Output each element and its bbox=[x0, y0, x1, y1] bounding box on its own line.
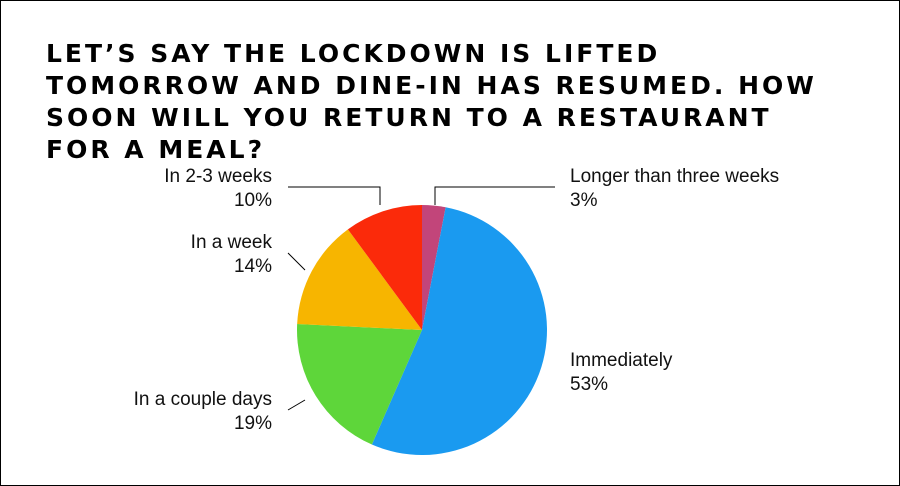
slice-label: Longer than three weeks bbox=[570, 166, 779, 187]
value-label: 53% bbox=[570, 374, 608, 395]
pie-slice bbox=[422, 205, 446, 330]
pie-slice bbox=[297, 229, 422, 330]
slice-label: In a week bbox=[191, 232, 273, 253]
leader-line bbox=[287, 399, 306, 411]
value-label: 3% bbox=[570, 190, 598, 211]
value-label: 10% bbox=[234, 190, 272, 211]
chart-title: LET’S SAY THE LOCKDOWN IS LIFTED TOMORRO… bbox=[46, 39, 817, 164]
slice-label: Immediately bbox=[570, 350, 673, 371]
value-label: 19% bbox=[234, 413, 272, 434]
pie-slice bbox=[347, 205, 422, 330]
leader-line bbox=[288, 186, 381, 205]
value-label: 14% bbox=[234, 256, 272, 277]
leader-line bbox=[287, 252, 306, 271]
pie-slice bbox=[296, 324, 422, 445]
pie-slice bbox=[371, 207, 548, 455]
leader-line bbox=[434, 186, 555, 205]
slice-label: In 2-3 weeks bbox=[164, 166, 272, 187]
slice-label: In a couple days bbox=[134, 389, 272, 410]
